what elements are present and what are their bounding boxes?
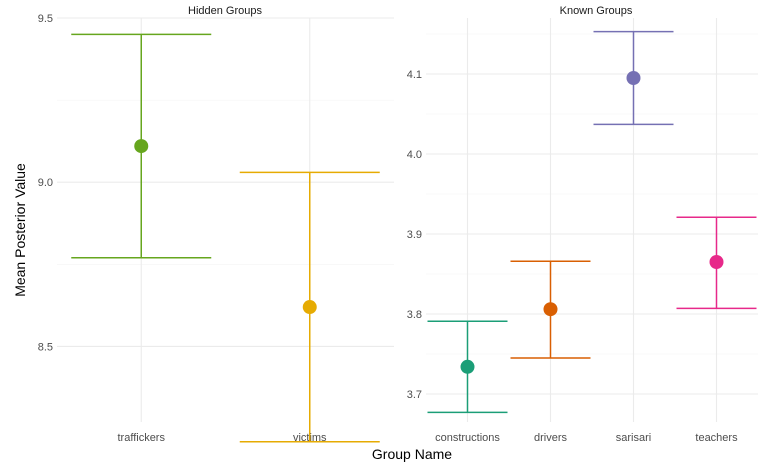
panel-title-known-groups: Known Groups	[560, 5, 633, 17]
y-tick-label: 3.7	[407, 389, 422, 401]
x-tick-label: drivers	[534, 432, 568, 444]
x-tick-label: traffickers	[118, 432, 166, 444]
panel-plot-area-known-groups: 3.7 3.8 3.9 4.0 4.1 constructions drivers saris…	[407, 18, 758, 444]
mean-point-drivers	[543, 302, 558, 317]
panel-title-hidden-groups: Hidden Groups	[188, 5, 262, 17]
panel-hidden-groups: Hidden Groups 8.59.09.5traffickersvictim…	[38, 5, 394, 444]
y-tick-label: 4.0	[407, 149, 422, 161]
mean-point-sarisari	[626, 71, 641, 85]
x-tick-label: teachers	[695, 432, 738, 444]
x-tick-label: sarisari	[616, 432, 651, 444]
mean-point-constructions	[460, 359, 475, 374]
y-tick-label: 8.5	[38, 341, 53, 353]
y-tick-label: 9.0	[38, 177, 53, 189]
y-tick-label: 4.1	[407, 69, 422, 81]
y-axis-title: Mean Posterior Value	[12, 163, 28, 297]
x-axis-title: Group Name	[372, 446, 452, 462]
panel-known-groups: Known Groups 3.7 3.8 3.9 4.0 4.1 construction…	[407, 5, 758, 444]
x-tick-label: constructions	[435, 432, 500, 444]
y-tick-label: 3.9	[407, 229, 422, 241]
mean-point-teachers	[709, 255, 724, 269]
y-tick-label: 9.5	[38, 13, 53, 25]
panel-plot-area-hidden-groups: 8.59.09.5traffickersvictims	[38, 13, 394, 444]
mean-point-traffickers	[134, 139, 149, 154]
mean-point-victims	[302, 300, 317, 315]
y-tick-label: 3.8	[407, 309, 422, 321]
